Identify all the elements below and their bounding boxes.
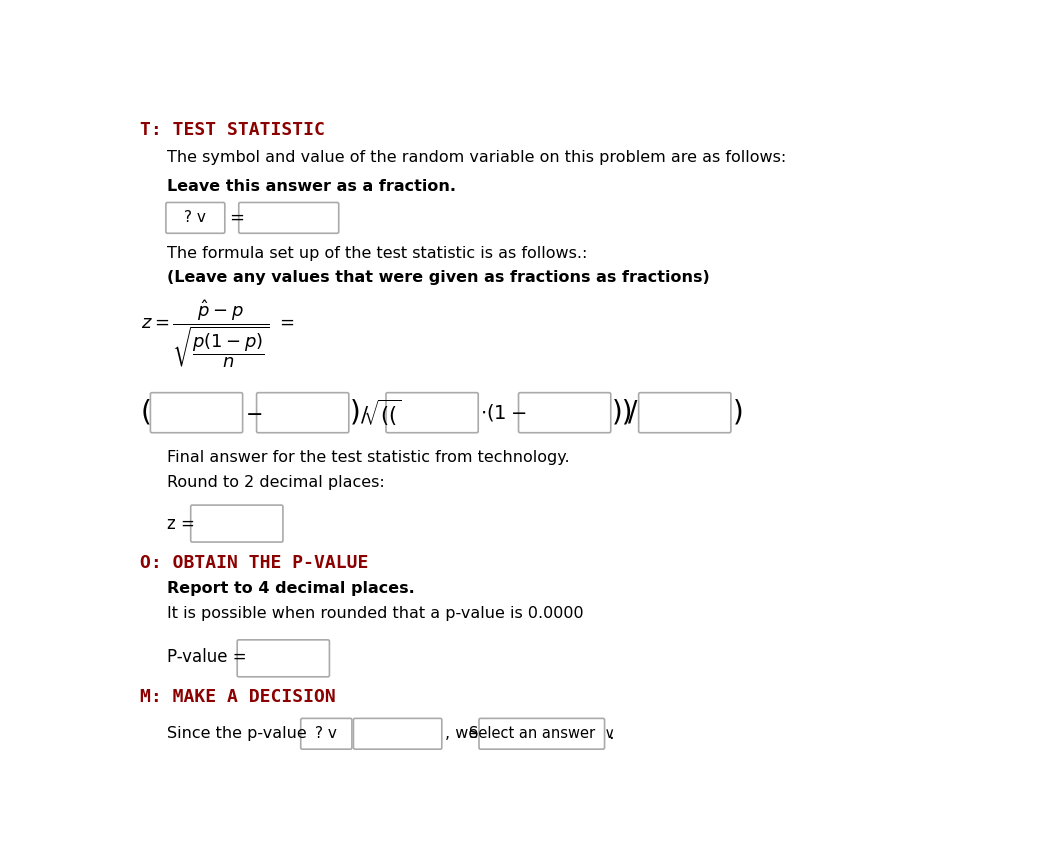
Text: ): ) bbox=[733, 398, 743, 427]
Text: =: = bbox=[229, 209, 245, 227]
Text: $\cdot(1-$: $\cdot(1-$ bbox=[479, 402, 526, 423]
Text: Since the p-value: Since the p-value bbox=[168, 727, 307, 741]
FancyBboxPatch shape bbox=[479, 719, 604, 749]
FancyBboxPatch shape bbox=[519, 392, 611, 433]
Text: Leave this answer as a fraction.: Leave this answer as a fraction. bbox=[168, 179, 456, 194]
Text: T: TEST STATISTIC: T: TEST STATISTIC bbox=[140, 121, 324, 139]
Text: ): ) bbox=[349, 398, 361, 427]
Text: $/\!\sqrt{((}$: $/\!\sqrt{((}$ bbox=[359, 397, 401, 428]
Text: .: . bbox=[607, 725, 614, 743]
Text: Round to 2 decimal places:: Round to 2 decimal places: bbox=[168, 475, 386, 490]
Text: M: MAKE A DECISION: M: MAKE A DECISION bbox=[140, 688, 336, 706]
FancyBboxPatch shape bbox=[238, 640, 329, 677]
Text: The formula set up of the test statistic is as follows.:: The formula set up of the test statistic… bbox=[168, 246, 588, 261]
Text: Select an answer  ∨: Select an answer ∨ bbox=[469, 727, 615, 741]
Text: P-value =: P-value = bbox=[168, 648, 247, 666]
Text: z =: z = bbox=[168, 514, 195, 533]
Text: (: ( bbox=[141, 398, 152, 427]
FancyBboxPatch shape bbox=[386, 392, 478, 433]
Text: It is possible when rounded that a p-value is 0.0000: It is possible when rounded that a p-val… bbox=[168, 606, 585, 621]
Text: The symbol and value of the random variable on this problem are as follows:: The symbol and value of the random varia… bbox=[168, 150, 787, 165]
Text: ? v: ? v bbox=[184, 210, 206, 225]
FancyBboxPatch shape bbox=[256, 392, 349, 433]
Text: O: OBTAIN THE P-VALUE: O: OBTAIN THE P-VALUE bbox=[140, 553, 368, 572]
FancyBboxPatch shape bbox=[353, 719, 442, 749]
FancyBboxPatch shape bbox=[166, 203, 225, 233]
Text: /: / bbox=[627, 398, 637, 427]
Text: (Leave any values that were given as fractions as fractions): (Leave any values that were given as fra… bbox=[168, 270, 711, 285]
FancyBboxPatch shape bbox=[239, 203, 339, 233]
Text: , we: , we bbox=[445, 727, 478, 741]
Text: ? v: ? v bbox=[316, 727, 338, 741]
Text: Report to 4 decimal places.: Report to 4 decimal places. bbox=[168, 581, 415, 597]
Text: $-$: $-$ bbox=[245, 403, 263, 423]
Text: $z = \dfrac{\hat{p}-p}{\sqrt{\dfrac{p(1-p)}{n}}}\ =$: $z = \dfrac{\hat{p}-p}{\sqrt{\dfrac{p(1-… bbox=[141, 298, 294, 369]
Text: )): )) bbox=[612, 398, 634, 427]
Text: Final answer for the test statistic from technology.: Final answer for the test statistic from… bbox=[168, 450, 570, 465]
FancyBboxPatch shape bbox=[191, 505, 283, 542]
FancyBboxPatch shape bbox=[301, 719, 352, 749]
FancyBboxPatch shape bbox=[639, 392, 730, 433]
FancyBboxPatch shape bbox=[150, 392, 243, 433]
